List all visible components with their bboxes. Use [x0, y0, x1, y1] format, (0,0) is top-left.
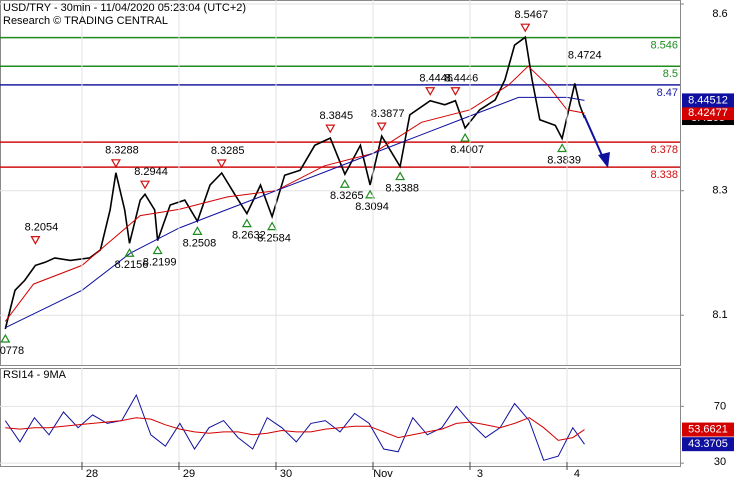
- x-tick-label: 30: [280, 468, 292, 480]
- pivot-marker: [139, 180, 151, 190]
- level-label: 8.378: [650, 144, 678, 156]
- pivot-label: 8.4446: [445, 73, 479, 85]
- forecast-arrowhead: [598, 152, 610, 168]
- value-tag-label: 8.42477: [688, 107, 728, 119]
- x-tick-label: Nov: [373, 468, 393, 480]
- level-label: 8.338: [650, 169, 678, 181]
- pivot-label: 8.2508: [183, 237, 217, 249]
- series-line: [5, 417, 585, 441]
- pivot-label: 8.3388: [385, 182, 419, 194]
- pivot-label: 8.2632: [232, 230, 266, 242]
- pivot-marker: [124, 248, 135, 257]
- series-line: [4, 35, 586, 330]
- pivot-label: 8.3285: [211, 145, 245, 157]
- rsi-panel: [0, 368, 681, 467]
- x-tick-label: 29: [183, 468, 195, 480]
- pivot-label: 8.3839: [547, 154, 581, 166]
- pivot-label: 8.2584: [257, 233, 291, 245]
- pivot-label: 8.4007: [450, 144, 484, 156]
- pivot-marker: [557, 143, 568, 153]
- value-tag: [682, 93, 734, 108]
- series-line: [5, 96, 585, 329]
- pivot-marker: [267, 221, 278, 231]
- y-tick-label: 30: [714, 456, 726, 468]
- value-tag: [682, 437, 734, 452]
- pivot-marker: [460, 132, 471, 142]
- rsi-title: RSI14 - 9MA: [3, 369, 67, 381]
- pivot-label: 8.3288: [105, 145, 139, 157]
- pivot-marker: [339, 179, 350, 188]
- pivot-marker: [520, 23, 531, 33]
- pivot-marker: [0, 333, 11, 343]
- pivot-marker: [450, 87, 461, 96]
- level-label: 8.47: [657, 87, 678, 99]
- forecast-arrow: [583, 114, 605, 161]
- x-tick-label: 4: [574, 468, 580, 480]
- pivot-label: 8.2944: [134, 166, 168, 178]
- pivot-label: 8.2054: [25, 222, 59, 234]
- pivot-marker: [216, 159, 227, 169]
- pivot-label: 8.3094: [355, 201, 389, 213]
- pivot-label: 8.3845: [319, 110, 353, 122]
- pivot-marker: [425, 87, 436, 96]
- value-tag-label: 53.6621: [688, 423, 728, 435]
- pivot-marker: [241, 218, 252, 228]
- pivot-label: 8.5467: [514, 9, 548, 21]
- x-tick-label: 28: [86, 468, 98, 480]
- chart-subtitle: Research © TRADING CENTRAL: [3, 15, 168, 27]
- pivot-label: 8.4446: [419, 73, 453, 85]
- pivot-marker: [376, 122, 387, 132]
- y-tick-label: 8.6: [712, 8, 727, 20]
- pivot-marker: [30, 236, 41, 245]
- y-tick-label: 70: [714, 400, 726, 412]
- pivot-label: 8.0778: [0, 345, 24, 357]
- pivot-marker: [325, 124, 336, 134]
- value-tag-label: 8.44512: [688, 94, 728, 106]
- chart-title: USD/TRY - 30min - 11/04/2020 05:23:04 (U…: [3, 2, 246, 14]
- pivot-marker: [192, 226, 203, 235]
- value-tag-label: 43.3705: [688, 438, 728, 450]
- series-line: [4, 393, 585, 461]
- pivot-label: 8.2156: [115, 259, 149, 271]
- value-tag: [682, 422, 734, 437]
- pivot-marker: [110, 159, 121, 169]
- x-tick-label: 3: [477, 468, 483, 480]
- value-tag: [682, 106, 734, 121]
- price-label: 8.4724: [568, 49, 602, 61]
- level-label: 8.5: [663, 68, 678, 80]
- y-tick-label: 8.1: [712, 309, 727, 321]
- pivot-label: 8.2199: [143, 256, 177, 268]
- pivot-marker: [395, 171, 406, 181]
- pivot-label: 8.3877: [371, 108, 405, 120]
- price-panel: [0, 0, 681, 366]
- pivot-label: 8.3265: [330, 190, 364, 202]
- pivot-marker: [365, 189, 376, 199]
- level-label: 8.546: [650, 40, 678, 52]
- series-line: [4, 65, 585, 322]
- pivot-marker: [152, 245, 163, 255]
- y-tick-label: 8.3: [712, 185, 727, 197]
